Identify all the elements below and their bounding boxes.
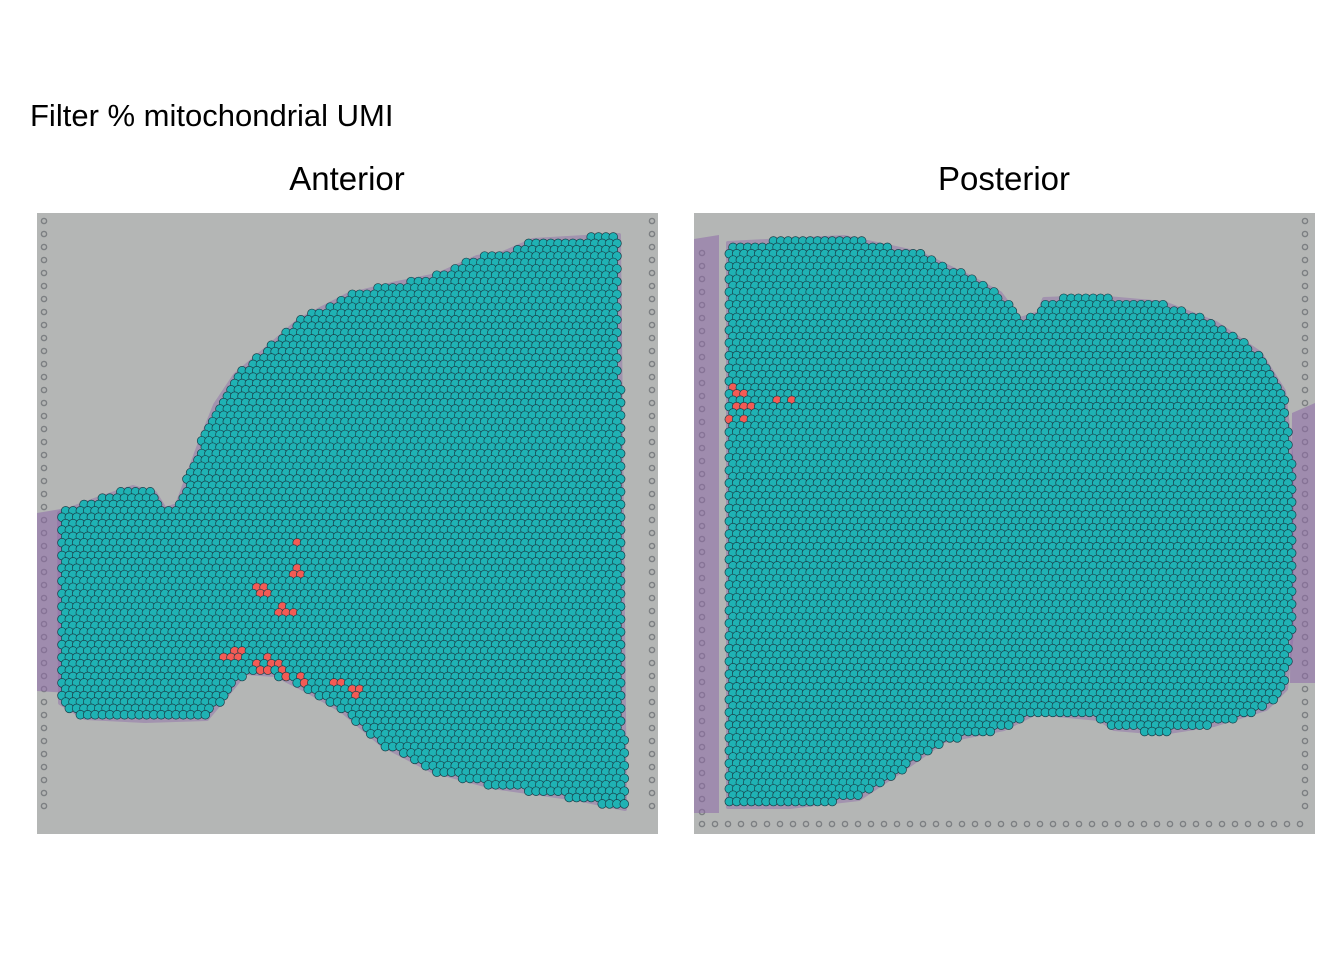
fiducial-dot	[648, 568, 656, 576]
fiducial-dot	[648, 607, 656, 615]
panel-title-anterior: Anterior	[289, 160, 405, 197]
fiducial-dot	[40, 217, 48, 225]
fiducial-dot	[648, 620, 656, 628]
fiducial-dot	[40, 334, 48, 342]
posterior-spatial-plot	[694, 213, 1315, 834]
fiducial-dot	[40, 490, 48, 498]
fiducial-dot	[40, 724, 48, 732]
fiducial-dot	[40, 802, 48, 810]
fiducial-dot	[648, 633, 656, 641]
fiducial-dot	[648, 477, 656, 485]
fiducial-dot	[648, 308, 656, 316]
fiducial-dot	[648, 360, 656, 368]
fiducial-dot	[40, 425, 48, 433]
fiducial-dot	[40, 412, 48, 420]
fiducial-dot	[648, 256, 656, 264]
fiducial-dot	[40, 256, 48, 264]
fiducial-dot	[40, 464, 48, 472]
fiducial-dot	[648, 542, 656, 550]
fiducial-dot	[648, 711, 656, 719]
fiducial-dot	[648, 386, 656, 394]
fiducial-dot	[648, 373, 656, 381]
kept-spot	[200, 710, 211, 720]
fiducial-dot	[648, 789, 656, 797]
posterior-tissue-panel	[694, 213, 1315, 834]
fiducial-dot	[40, 451, 48, 459]
fiducial-dot	[648, 529, 656, 537]
fiducial-dot	[648, 295, 656, 303]
fiducial-dot	[40, 386, 48, 394]
fiducial-dot	[40, 295, 48, 303]
fiducial-dot	[648, 347, 656, 355]
fiducial-dot	[648, 724, 656, 732]
fiducial-dot	[648, 490, 656, 498]
fiducial-dot	[40, 711, 48, 719]
fiducial-dot	[40, 750, 48, 758]
fiducial-dot	[648, 438, 656, 446]
fiducial-dot	[648, 321, 656, 329]
fiducial-dot	[648, 646, 656, 654]
fiducial-dot	[648, 269, 656, 277]
fiducial-dot	[648, 594, 656, 602]
fiducial-dot	[648, 503, 656, 511]
fiducial-dot	[40, 243, 48, 251]
fiducial-dot	[648, 243, 656, 251]
fiducial-dot	[648, 230, 656, 238]
fiducial-dot	[40, 737, 48, 745]
fiducial-dot	[40, 373, 48, 381]
fiducial-dot	[40, 698, 48, 706]
kept-spot	[215, 697, 225, 707]
fiducial-dot	[648, 763, 656, 771]
fiducial-dot	[648, 685, 656, 693]
fiducial-dot	[40, 399, 48, 407]
panel-title-posterior: Posterior	[937, 160, 1071, 197]
fiducial-dot	[40, 503, 48, 511]
fiducial-dot	[648, 659, 656, 667]
fiducial-dot	[648, 750, 656, 758]
figure-title: Filter % mitochondrial UMI	[30, 98, 394, 133]
fiducial-dot	[40, 269, 48, 277]
fiducial-dot	[648, 399, 656, 407]
kept-spot	[237, 671, 247, 682]
fiducial-dot	[648, 282, 656, 290]
fiducial-dot	[648, 451, 656, 459]
fiducial-dot	[648, 555, 656, 563]
fiducial-dot	[648, 516, 656, 524]
fiducial-dot	[648, 334, 656, 342]
fiducial-dot	[648, 412, 656, 420]
anterior-tissue-panel	[37, 213, 658, 834]
fiducial-dot	[648, 802, 656, 810]
spot-layer	[57, 232, 630, 809]
fiducial-dot	[40, 438, 48, 446]
kept-spot	[619, 799, 630, 809]
anterior-spatial-plot	[37, 213, 658, 834]
fiducial-dot	[40, 230, 48, 238]
fiducial-dot	[648, 217, 656, 225]
fiducial-dot	[648, 425, 656, 433]
fiducial-dot	[648, 581, 656, 589]
fiducial-dot	[40, 477, 48, 485]
fiducial-dot	[40, 282, 48, 290]
fiducial-dot	[648, 737, 656, 745]
fiducial-dot	[40, 360, 48, 368]
fiducial-dot	[648, 776, 656, 784]
fiducial-dot	[40, 776, 48, 784]
fiducial-dot	[40, 321, 48, 329]
fiducial-dot	[40, 347, 48, 355]
fiducial-dot	[40, 789, 48, 797]
fiducial-dot	[648, 464, 656, 472]
fiducial-dot	[648, 672, 656, 680]
fiducial-dot	[40, 763, 48, 771]
fiducial-dot	[648, 698, 656, 706]
fiducial-dot	[40, 308, 48, 316]
